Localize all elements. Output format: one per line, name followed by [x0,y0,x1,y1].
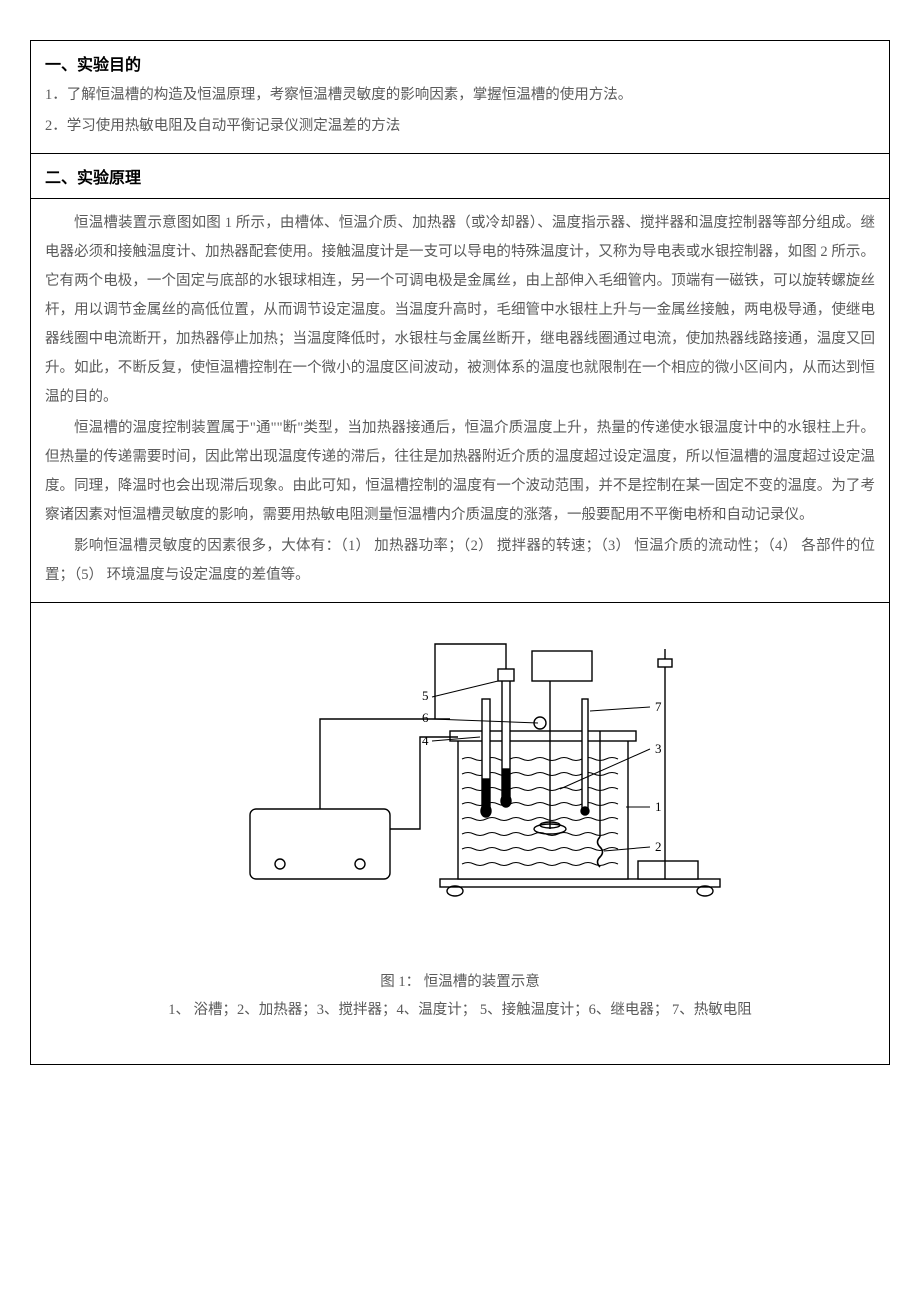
section-principle-body: 恒温槽装置示意图如图 1 所示，由槽体、恒温介质、加热器（或冷却器）、温度指示器… [31,199,889,603]
principle-para-3: 影响恒温槽灵敏度的因素很多，大体有：（1） 加热器功率；（2） 搅拌器的转速；（… [45,532,875,590]
diagram-label-5: 5 [422,688,429,703]
section-purpose-title: 一、实验目的 [45,51,875,75]
figure-caption-line1: 图 1： 恒温槽的装置示意 [45,969,875,997]
principle-para-2: 恒温槽的温度控制装置属于"通""断"类型，当加热器接通后，恒温介质温度上升，热量… [45,414,875,530]
section-principle-header: 二、实验原理 [31,154,889,199]
section-principle-title: 二、实验原理 [45,164,875,188]
principle-text: 恒温槽装置示意图如图 1 所示，由槽体、恒温介质、加热器（或冷却器）、温度指示器… [45,209,875,590]
diagram-label-7: 7 [655,699,662,714]
diagram-label-3: 3 [655,741,662,756]
apparatus-diagram: 5 6 4 7 3 1 2 [180,629,740,909]
document-page: 一、实验目的 1．了解恒温槽的构造及恒温原理，考察恒温槽灵敏度的影响因素，掌握恒… [30,40,890,1065]
figure-section: 5 6 4 7 3 1 2 图 1： 恒温槽的装置示意 1、 浴槽；2、加热器；… [31,603,889,1064]
section-purpose-body: 1．了解恒温槽的构造及恒温原理，考察恒温槽灵敏度的影响因素，掌握恒温槽的使用方法… [45,81,875,141]
purpose-item-2: 2．学习使用热敏电阻及自动平衡记录仪测定温差的方法 [45,112,875,141]
principle-para-1: 恒温槽装置示意图如图 1 所示，由槽体、恒温介质、加热器（或冷却器）、温度指示器… [45,209,875,412]
diagram-label-2: 2 [655,839,662,854]
purpose-item-1: 1．了解恒温槽的构造及恒温原理，考察恒温槽灵敏度的影响因素，掌握恒温槽的使用方法… [45,81,875,110]
figure-container: 5 6 4 7 3 1 2 [45,629,875,909]
diagram-label-1: 1 [655,799,662,814]
diagram-label-4: 4 [422,733,429,748]
diagram-label-6: 6 [422,710,429,725]
figure-caption-line2: 1、 浴槽；2、加热器；3、搅拌器；4、温度计； 5、接触温度计；6、继电器； … [45,997,875,1025]
figure-caption: 图 1： 恒温槽的装置示意 1、 浴槽；2、加热器；3、搅拌器；4、温度计； 5… [45,969,875,1024]
section-purpose: 一、实验目的 1．了解恒温槽的构造及恒温原理，考察恒温槽灵敏度的影响因素，掌握恒… [31,41,889,154]
